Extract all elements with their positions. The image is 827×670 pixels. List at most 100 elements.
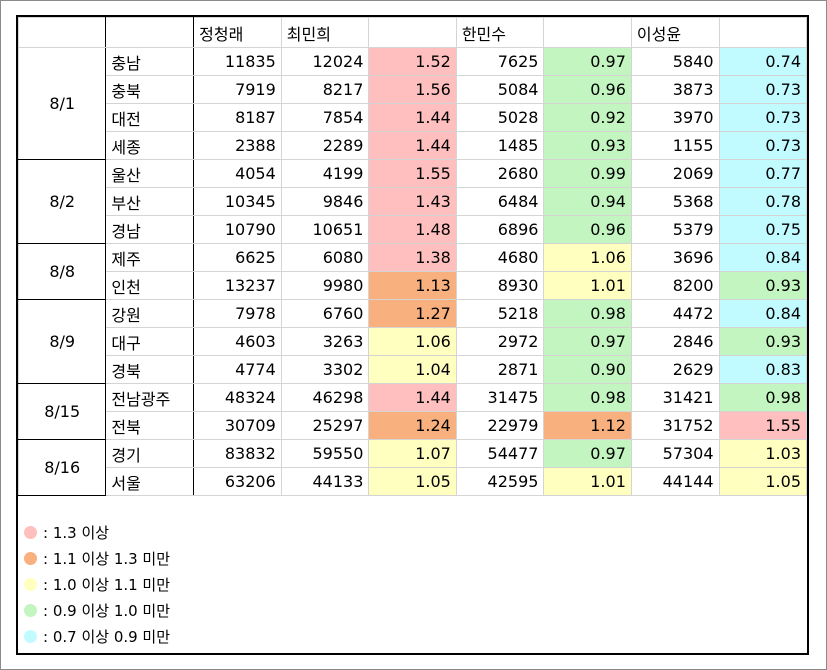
count-cell: 6080	[280, 243, 370, 272]
ratio-cell: 1.55	[368, 159, 457, 188]
count-cell: 2388	[193, 131, 282, 160]
count-cell: 5218	[455, 299, 545, 328]
count-cell: 2680	[455, 159, 545, 188]
legend-item: : 1.0 이상 1.1 미만	[24, 571, 170, 597]
table-row: 충북 7919 8217 1.56 5084 0.96 3873 0.73	[19, 75, 807, 104]
region-cell: 경기	[105, 439, 195, 468]
column-header	[718, 17, 807, 48]
count-cell: 7625	[455, 47, 545, 76]
ratio-cell: 1.43	[368, 187, 457, 216]
count-cell: 4472	[630, 299, 720, 328]
ratio-cell: 0.97	[543, 47, 632, 76]
column-header: 최민희	[280, 17, 370, 48]
count-cell: 46298	[280, 383, 370, 412]
ratio-cell: 0.83	[718, 355, 807, 384]
table-row: 8/16 경기 83832 59550 1.07 54477 0.97 57304 1.03	[17, 439, 807, 496]
ratio-cell: 1.38	[368, 243, 457, 272]
table-row: 인천 13237 9980 1.13 8930 1.01 8200 0.93	[19, 271, 807, 300]
date-cell: 8/15	[17, 383, 107, 440]
count-cell: 31421	[630, 383, 720, 412]
color-dot-icon	[24, 629, 37, 643]
legend-label: : 0.7 이상 0.9 미만	[43, 627, 171, 646]
color-dot-icon	[24, 577, 37, 591]
ratio-cell: 0.78	[718, 187, 807, 216]
count-cell: 3970	[630, 103, 720, 132]
count-cell: 7978	[193, 299, 282, 328]
ratio-cell: 1.44	[368, 383, 457, 412]
region-cell: 대전	[105, 103, 195, 132]
region-cell: 경북	[105, 355, 195, 384]
date-cell: 8/9	[17, 299, 107, 384]
ratio-cell: 1.07	[368, 439, 457, 468]
count-cell: 30709	[193, 411, 282, 440]
count-cell: 5840	[630, 47, 720, 76]
ratio-cell: 0.90	[543, 355, 632, 384]
count-cell: 4054	[193, 159, 282, 188]
legend-item: : 0.7 이상 0.9 미만	[24, 623, 170, 649]
region-cell: 울산	[105, 159, 195, 188]
ratio-cell: 1.03	[718, 439, 807, 468]
ratio-cell: 0.98	[718, 383, 807, 412]
ratio-cell: 1.44	[368, 103, 457, 132]
ratio-cell: 1.44	[368, 131, 457, 160]
count-cell: 44133	[280, 467, 370, 496]
ratio-cell: 1.55	[718, 411, 807, 440]
count-cell: 63206	[193, 467, 282, 496]
region-cell: 강원	[105, 299, 195, 328]
count-cell: 22979	[455, 411, 545, 440]
count-cell: 1155	[630, 131, 720, 160]
table-row: 8/9 강원 7978 6760 1.27 5218 0.98 4472 0.84	[17, 299, 807, 384]
legend-label: : 1.3 이상	[43, 523, 110, 542]
region-cell: 전북	[105, 411, 195, 440]
ratio-cell: 0.74	[718, 47, 807, 76]
count-cell: 2846	[630, 327, 720, 356]
ratio-cell: 0.84	[718, 243, 807, 272]
count-cell: 59550	[280, 439, 370, 468]
ratio-cell: 1.05	[718, 467, 807, 496]
count-cell: 83832	[193, 439, 282, 468]
ratio-cell: 0.77	[718, 159, 807, 188]
legend-label: : 1.0 이상 1.1 미만	[43, 575, 171, 594]
count-cell: 31475	[455, 383, 545, 412]
color-dot-icon	[24, 525, 37, 539]
count-cell: 11835	[193, 47, 282, 76]
count-cell: 6760	[280, 299, 370, 328]
date-cell: 8/16	[17, 439, 107, 496]
vote-ratio-table: 정청래 최민희 한민수 이성윤 8/1 충남 11835 12024 1.52 7625 0.97 5…	[17, 17, 807, 496]
count-cell: 5379	[630, 215, 720, 244]
column-header	[368, 17, 457, 48]
table-row: 대전 8187 7854 1.44 5028 0.92 3970 0.73	[19, 103, 807, 132]
table-row: 대구 4603 3263 1.06 2972 0.97 2846 0.93	[19, 327, 807, 356]
count-cell: 5028	[455, 103, 545, 132]
ratio-cell: 1.06	[368, 327, 457, 356]
count-cell: 8930	[455, 271, 545, 300]
date-cell: 8/1	[17, 47, 107, 160]
ratio-cell: 1.13	[368, 271, 457, 300]
table-row: 세종 2388 2289 1.44 1485 0.93 1155 0.73	[19, 131, 807, 160]
count-cell: 12024	[280, 47, 370, 76]
color-legend: : 1.3 이상: 1.1 이상 1.3 미만: 1.0 이상 1.1 미만: …	[24, 519, 170, 649]
ratio-cell: 1.12	[543, 411, 632, 440]
table-row: 전북 30709 25297 1.24 22979 1.12 31752 1.55	[19, 411, 807, 440]
ratio-cell: 0.94	[543, 187, 632, 216]
count-cell: 3263	[280, 327, 370, 356]
ratio-cell: 0.96	[543, 215, 632, 244]
ratio-cell: 0.73	[718, 103, 807, 132]
count-cell: 5368	[630, 187, 720, 216]
ratio-cell: 1.01	[543, 467, 632, 496]
table-row: 8/15 전남광주 48324 46298 1.44 31475 0.98 31421 0.98	[17, 383, 807, 440]
table-row: 서울 63206 44133 1.05 42595 1.01 44144 1.05	[19, 467, 807, 496]
ratio-cell: 0.93	[718, 327, 807, 356]
region-cell: 대구	[105, 327, 195, 356]
ratio-cell: 1.06	[543, 243, 632, 272]
table-row: 경남 10790 10651 1.48 6896 0.96 5379 0.75	[19, 215, 807, 244]
header-row: 정청래 최민희 한민수 이성윤	[17, 17, 807, 48]
ratio-cell: 0.75	[718, 215, 807, 244]
column-header: 정청래	[193, 17, 282, 48]
column-header: 한민수	[455, 17, 545, 48]
count-cell: 48324	[193, 383, 282, 412]
ratio-cell: 0.73	[718, 75, 807, 104]
color-dot-icon	[24, 603, 37, 617]
count-cell: 4774	[193, 355, 282, 384]
count-cell: 2289	[280, 131, 370, 160]
